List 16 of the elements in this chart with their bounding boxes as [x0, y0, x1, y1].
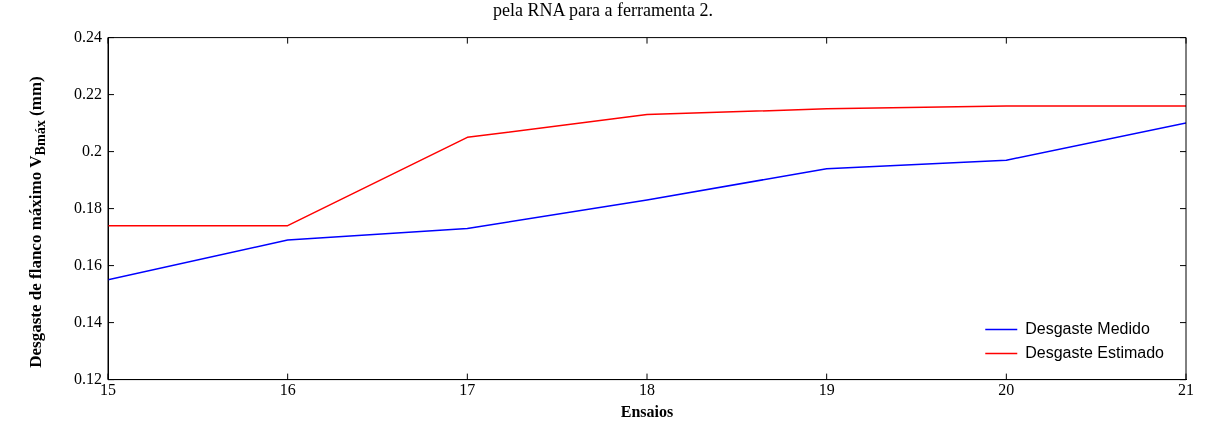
- y-tick-label: 0.2: [82, 141, 102, 159]
- y-tick-label: 0.16: [74, 255, 102, 273]
- y-tick-label: 0.24: [74, 27, 102, 45]
- legend-label: Desgaste Medido: [1025, 320, 1150, 338]
- x-tick-label: 19: [818, 381, 835, 399]
- x-tick-label: 20: [998, 381, 1015, 399]
- y-tick-label: 0.18: [74, 198, 102, 216]
- x-tick-label: 16: [279, 381, 296, 399]
- chart-title: pela RNA para a ferramenta 2.: [492, 0, 714, 22]
- legend-label: Desgaste Estimado: [1025, 344, 1165, 362]
- x-tick-label: 18: [639, 381, 655, 399]
- y-tick-label: 0.14: [74, 312, 102, 330]
- x-tick-label: 21: [1178, 381, 1194, 399]
- x-tick-label: 17: [459, 381, 476, 399]
- y-tick-label: 0.22: [74, 84, 102, 102]
- x-axis-title: Ensaios: [620, 402, 674, 420]
